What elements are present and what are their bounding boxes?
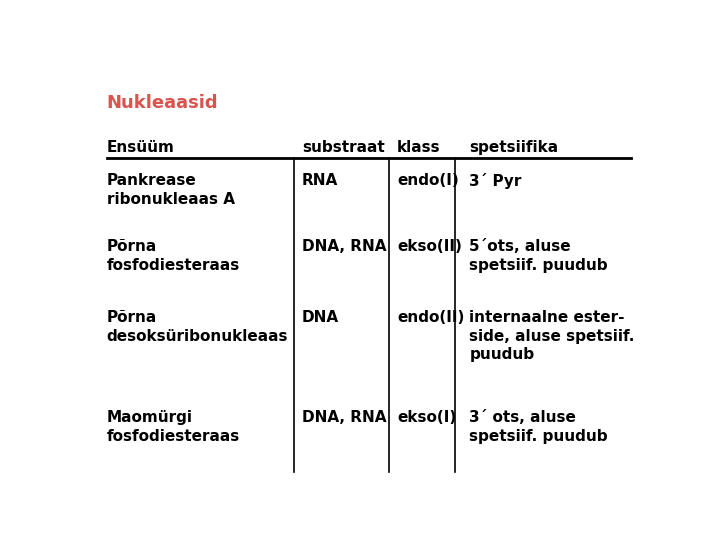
Text: Ensüüm: Ensüüm	[107, 140, 175, 154]
Text: internaalne ester-
side, aluse spetsiif.
puudub: internaalne ester- side, aluse spetsiif.…	[469, 310, 635, 362]
Text: Põrna
desoksüribonukleaas: Põrna desoksüribonukleaas	[107, 310, 288, 344]
Text: endo(II): endo(II)	[397, 310, 464, 325]
Text: 3´ ots, aluse
spetsiif. puudub: 3´ ots, aluse spetsiif. puudub	[469, 410, 608, 443]
Text: ekso(I): ekso(I)	[397, 410, 456, 425]
Text: substraat: substraat	[302, 140, 384, 154]
Text: endo(I): endo(I)	[397, 173, 459, 188]
Text: Põrna
fosfodiesteraas: Põrna fosfodiesteraas	[107, 239, 240, 273]
Text: DNA, RNA: DNA, RNA	[302, 410, 387, 425]
Text: Pankrease
ribonukleaas A: Pankrease ribonukleaas A	[107, 173, 235, 206]
Text: DNA, RNA: DNA, RNA	[302, 239, 387, 254]
Text: ekso(II): ekso(II)	[397, 239, 462, 254]
Text: Nukleaasid: Nukleaasid	[107, 94, 218, 112]
Text: 3´ Pyr: 3´ Pyr	[469, 173, 522, 189]
Text: klass: klass	[397, 140, 441, 154]
Text: 5´ots, aluse
spetsiif. puudub: 5´ots, aluse spetsiif. puudub	[469, 239, 608, 273]
Text: spetsiifika: spetsiifika	[469, 140, 559, 154]
Text: RNA: RNA	[302, 173, 338, 188]
Text: DNA: DNA	[302, 310, 339, 325]
Text: Maomürgi
fosfodiesteraas: Maomürgi fosfodiesteraas	[107, 410, 240, 443]
